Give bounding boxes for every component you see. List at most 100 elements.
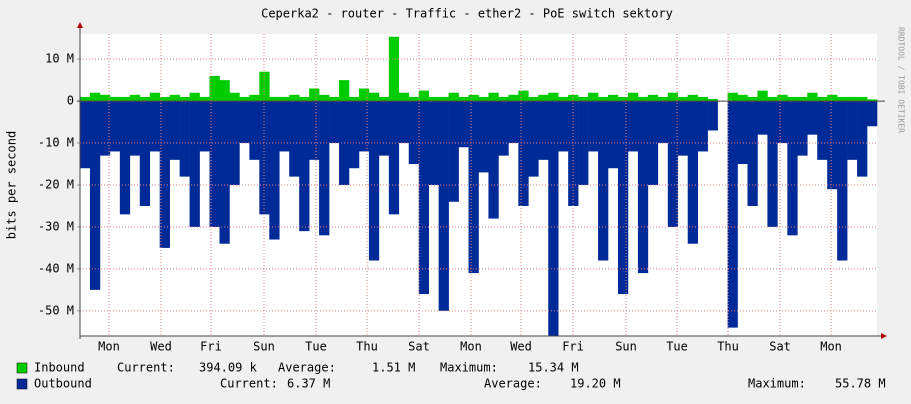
area-step bbox=[129, 101, 141, 156]
area-step bbox=[129, 94, 141, 102]
x-tick-label: Mon bbox=[98, 340, 120, 354]
legend-swatch bbox=[16, 378, 28, 390]
area-step bbox=[428, 96, 439, 102]
area-step bbox=[598, 96, 609, 102]
area-step bbox=[279, 96, 290, 102]
area-step bbox=[747, 96, 758, 102]
area-step bbox=[508, 101, 519, 144]
legend-stat-label: Maximum: bbox=[748, 377, 806, 391]
area-step bbox=[348, 96, 360, 102]
area-step bbox=[319, 101, 330, 236]
area-step bbox=[189, 101, 200, 227]
area-step bbox=[637, 101, 649, 274]
legend-stat-label: Maximum: bbox=[440, 361, 498, 375]
area-step bbox=[558, 101, 569, 152]
area-step bbox=[458, 101, 469, 148]
area-step bbox=[159, 101, 170, 248]
area-step bbox=[319, 94, 330, 102]
area-step bbox=[627, 92, 639, 102]
area-step bbox=[777, 101, 788, 144]
area-step bbox=[169, 101, 180, 160]
area-step bbox=[737, 101, 748, 165]
area-step bbox=[617, 101, 629, 295]
area-step bbox=[169, 94, 180, 102]
area-step bbox=[80, 96, 91, 102]
area-step bbox=[339, 80, 350, 102]
area-step bbox=[289, 94, 300, 102]
area-step bbox=[229, 92, 240, 102]
area-step bbox=[398, 101, 410, 144]
x-tick-label: Wed bbox=[510, 340, 532, 354]
area-step bbox=[418, 90, 429, 102]
area-step bbox=[827, 94, 838, 102]
area-step bbox=[249, 94, 260, 102]
area-step bbox=[697, 101, 708, 152]
area-step bbox=[149, 92, 160, 102]
x-tick-label: Mon bbox=[460, 340, 482, 354]
area-step bbox=[647, 94, 659, 102]
x-tick-label: Sat bbox=[769, 340, 791, 354]
area-step bbox=[99, 101, 111, 156]
area-step bbox=[787, 101, 798, 236]
area-step bbox=[199, 96, 210, 102]
area-step bbox=[239, 101, 250, 144]
area-step bbox=[99, 94, 111, 102]
y-tick-label: -50 M bbox=[38, 303, 74, 317]
area-step bbox=[209, 101, 220, 227]
area-step bbox=[608, 101, 619, 169]
area-step bbox=[249, 101, 260, 160]
area-step bbox=[358, 88, 370, 102]
y-tick-label: 10 M bbox=[45, 52, 74, 66]
area-step bbox=[478, 101, 489, 173]
area-step bbox=[458, 96, 469, 102]
area-step bbox=[697, 96, 708, 102]
area-step bbox=[388, 36, 400, 102]
area-step bbox=[279, 101, 290, 152]
area-step bbox=[299, 96, 310, 102]
area-step bbox=[348, 101, 360, 169]
area-step bbox=[687, 101, 698, 244]
area-step bbox=[857, 101, 868, 177]
area-step bbox=[199, 101, 210, 152]
area-step bbox=[737, 94, 748, 102]
area-step bbox=[568, 101, 579, 206]
area-step bbox=[817, 96, 828, 102]
x-tick-label: Sat bbox=[408, 340, 430, 354]
area-step bbox=[817, 101, 828, 160]
area-step bbox=[119, 96, 131, 102]
x-tick-label: Sun bbox=[615, 340, 637, 354]
x-tick-label: Tue bbox=[666, 340, 688, 354]
area-step bbox=[219, 80, 230, 102]
axis-arrow bbox=[77, 22, 83, 28]
area-step bbox=[558, 96, 569, 102]
area-step bbox=[677, 101, 689, 156]
area-step bbox=[608, 94, 619, 102]
area-step bbox=[518, 90, 529, 102]
area-step bbox=[797, 101, 808, 156]
x-tick-label: Fri bbox=[200, 340, 222, 354]
area-step bbox=[289, 101, 300, 177]
area-step bbox=[299, 101, 310, 232]
area-step bbox=[408, 101, 420, 165]
area-step bbox=[179, 101, 190, 177]
area-step bbox=[368, 101, 380, 261]
area-step bbox=[448, 92, 459, 102]
area-step bbox=[109, 101, 121, 152]
area-step bbox=[617, 96, 629, 102]
legend-label: Outbound bbox=[34, 377, 92, 391]
y-tick-label: -20 M bbox=[38, 178, 74, 192]
area-step bbox=[269, 96, 280, 102]
area-step bbox=[837, 96, 848, 102]
x-tick-label: Wed bbox=[150, 340, 172, 354]
area-step bbox=[468, 101, 479, 274]
legend-stat-label: Average: bbox=[278, 361, 336, 375]
area-step bbox=[707, 99, 718, 102]
x-tick-label: Tue bbox=[305, 340, 327, 354]
area-step bbox=[528, 101, 539, 177]
legend-stat-value: 1.51 M bbox=[372, 361, 415, 375]
area-step bbox=[438, 101, 449, 311]
area-step bbox=[538, 94, 549, 102]
area-step bbox=[269, 101, 280, 240]
area-step bbox=[667, 101, 679, 227]
area-step bbox=[657, 101, 669, 144]
